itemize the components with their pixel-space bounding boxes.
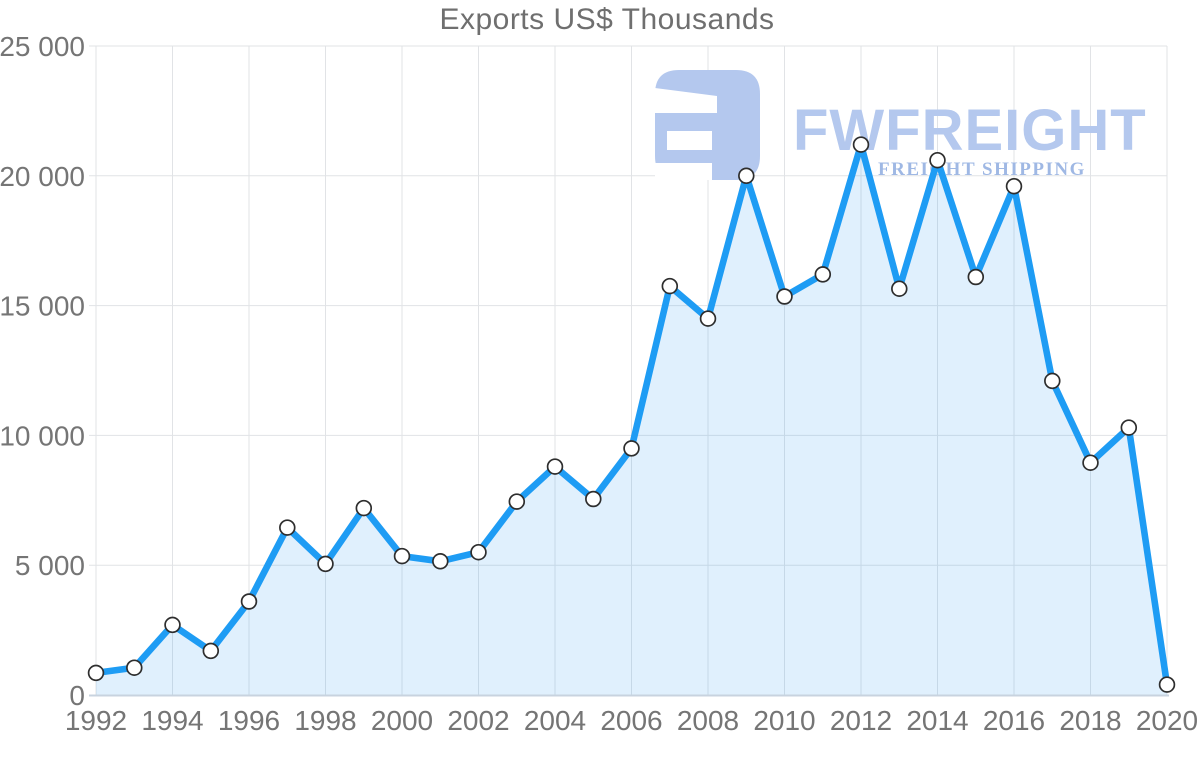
y-tick-label: 0 — [69, 680, 85, 711]
x-tick-label: 2002 — [447, 705, 509, 736]
x-tick-label: 2018 — [1059, 705, 1121, 736]
x-tick-label: 2014 — [906, 705, 968, 736]
data-point[interactable] — [240, 593, 258, 610]
data-point[interactable] — [738, 167, 755, 185]
data-point[interactable] — [623, 440, 640, 457]
x-tick-label: 1994 — [141, 705, 203, 736]
logo-mark-cut — [655, 88, 717, 113]
data-point[interactable] — [393, 547, 411, 565]
y-tick-label: 5 000 — [15, 550, 85, 581]
data-points — [87, 136, 1176, 693]
y-tick-label: 15 000 — [0, 291, 85, 322]
data-point[interactable] — [1120, 419, 1138, 436]
data-point[interactable] — [585, 490, 602, 508]
x-tick-label: 2000 — [371, 705, 433, 736]
data-point[interactable] — [1082, 454, 1099, 471]
area-fill — [96, 144, 1167, 696]
data-point[interactable] — [929, 151, 946, 169]
data-point[interactable] — [317, 555, 334, 573]
y-tick-label: 20 000 — [0, 161, 85, 192]
logo-mark-cut — [667, 131, 712, 150]
data-point[interactable] — [1044, 372, 1061, 390]
data-point[interactable] — [202, 642, 220, 660]
logo-brand-text: FWFREIGHT — [793, 98, 1147, 163]
data-point[interactable] — [661, 277, 679, 295]
data-point[interactable] — [967, 268, 985, 286]
x-tick-label: 1996 — [218, 705, 280, 736]
data-point[interactable] — [87, 664, 105, 682]
y-axis-labels: 0 5 000 10 000 15 000 20 000 25 000 — [0, 31, 85, 711]
y-tick-label: 10 000 — [0, 420, 85, 451]
x-tick-label: 1998 — [294, 705, 356, 736]
x-tick-label: 2004 — [524, 705, 586, 736]
data-point[interactable] — [776, 288, 793, 305]
x-tick-label: 2012 — [830, 705, 892, 736]
data-point[interactable] — [852, 136, 870, 153]
x-axis-labels: 1992 1994 1996 1998 2000 2002 2004 2006 2008 2010… — [65, 705, 1198, 736]
data-point[interactable] — [546, 458, 564, 475]
y-tick-label: 25 000 — [0, 31, 85, 62]
logo-mark-cut — [655, 163, 712, 180]
x-tick-label: 2016 — [983, 705, 1045, 736]
data-point[interactable] — [126, 659, 143, 676]
data-point[interactable] — [814, 266, 832, 283]
data-point[interactable] — [699, 310, 717, 327]
data-point[interactable] — [355, 499, 373, 517]
data-point[interactable] — [164, 616, 181, 634]
x-tick-label: 1992 — [65, 705, 127, 736]
chart-title: Exports US$ Thousands — [439, 3, 775, 36]
data-point[interactable] — [470, 543, 487, 561]
data-point[interactable] — [432, 553, 449, 570]
x-tick-label: 2020 — [1136, 705, 1198, 736]
data-point[interactable] — [508, 493, 526, 510]
logo-mark-icon — [655, 70, 760, 180]
data-point[interactable] — [891, 280, 908, 297]
x-tick-label: 2008 — [677, 705, 739, 736]
data-point[interactable] — [1005, 177, 1023, 195]
data-point[interactable] — [279, 519, 296, 536]
x-tick-label: 2006 — [600, 705, 662, 736]
data-point[interactable] — [1158, 676, 1176, 693]
logo-tagline-text: FREIGHT SHIPPING — [878, 159, 1086, 180]
x-gridlines — [95, 46, 1168, 695]
x-tick-label: 2010 — [753, 705, 815, 736]
